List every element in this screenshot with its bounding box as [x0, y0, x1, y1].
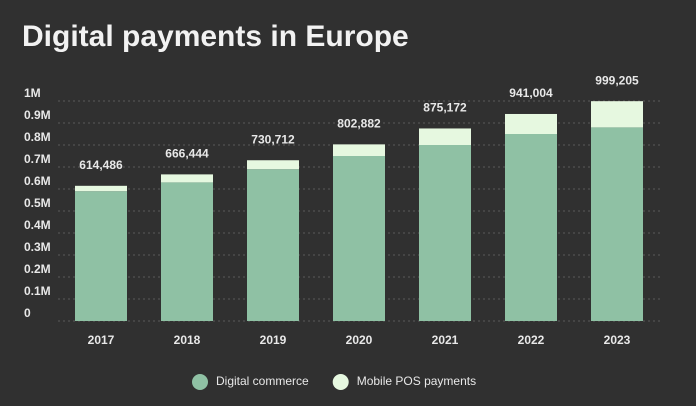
- bar-segment: [75, 191, 127, 321]
- x-tick-label: 2023: [604, 333, 631, 347]
- y-tick-label: 0.1M: [24, 284, 51, 298]
- bar-segment: [247, 160, 299, 170]
- bar-segment: [505, 134, 557, 321]
- bar-segment: [161, 174, 213, 183]
- legend-marker: [332, 374, 349, 390]
- y-tick-label: 0.4M: [24, 218, 51, 232]
- bar-segment: [591, 127, 643, 322]
- bar-segment: [75, 185, 127, 192]
- x-tick-label: 2017: [88, 333, 115, 347]
- y-tick-label: 0.6M: [24, 174, 51, 188]
- chart-title: Digital payments in Europe: [22, 20, 409, 53]
- y-tick-label: 0: [24, 306, 31, 320]
- legend-label: Mobile POS payments: [357, 374, 476, 388]
- total-label: 999,205: [595, 73, 639, 87]
- total-label: 941,004: [509, 86, 553, 100]
- x-tick-label: 2020: [346, 333, 373, 347]
- y-tick-label: 0.8M: [24, 130, 51, 144]
- total-label: 730,712: [251, 132, 295, 146]
- y-tick-label: 0.5M: [24, 196, 51, 210]
- total-label: 666,444: [165, 147, 209, 161]
- total-label: 802,882: [337, 117, 381, 131]
- x-tick-label: 2019: [260, 333, 287, 347]
- bar-segment: [419, 145, 471, 321]
- legend-label: Digital commerce: [216, 374, 309, 388]
- bar-segment: [419, 128, 471, 145]
- total-label: 875,172: [423, 101, 467, 115]
- legend-marker: [192, 374, 208, 390]
- y-tick-label: 0.2M: [24, 262, 51, 276]
- y-tick-label: 0.9M: [24, 108, 51, 122]
- bar-segment: [247, 169, 299, 321]
- bar-segment: [333, 144, 385, 156]
- y-tick-label: 0.7M: [24, 152, 51, 166]
- bar-segment: [505, 113, 557, 134]
- x-tick-label: 2022: [518, 333, 545, 347]
- bar-segment: [591, 101, 643, 128]
- total-label: 614,486: [79, 158, 123, 172]
- bar-segment: [333, 156, 385, 321]
- y-tick-label: 1M: [24, 86, 41, 100]
- x-tick-label: 2018: [174, 333, 201, 347]
- bar-segment: [161, 182, 213, 321]
- x-tick-label: 2021: [432, 333, 459, 347]
- y-tick-label: 0.3M: [24, 240, 51, 254]
